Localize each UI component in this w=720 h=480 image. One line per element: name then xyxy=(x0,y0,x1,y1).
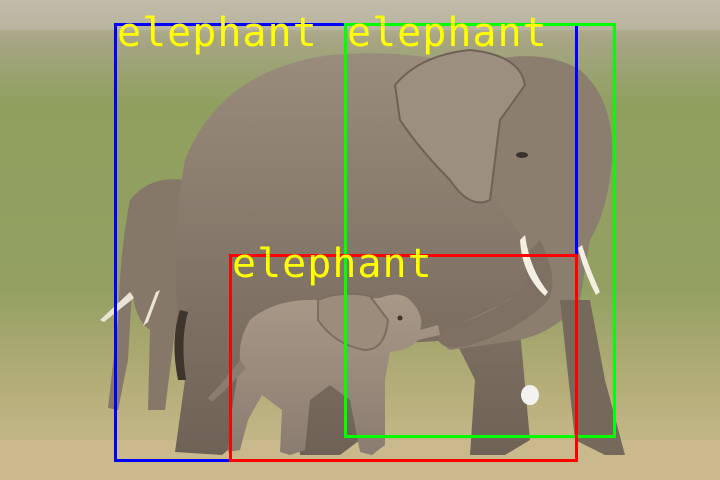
bounding-box-green xyxy=(344,23,616,438)
tusk-left xyxy=(520,235,548,296)
bounding-box-label-blue: elephant xyxy=(117,10,318,56)
bounding-box-red xyxy=(229,254,578,462)
white-bird xyxy=(521,385,539,405)
baby-elephant xyxy=(208,292,440,455)
bounding-box-label-red: elephant xyxy=(232,241,433,287)
tusk-right xyxy=(578,245,600,295)
eye xyxy=(516,152,528,158)
bounding-box-label-green: elephant xyxy=(347,10,548,56)
